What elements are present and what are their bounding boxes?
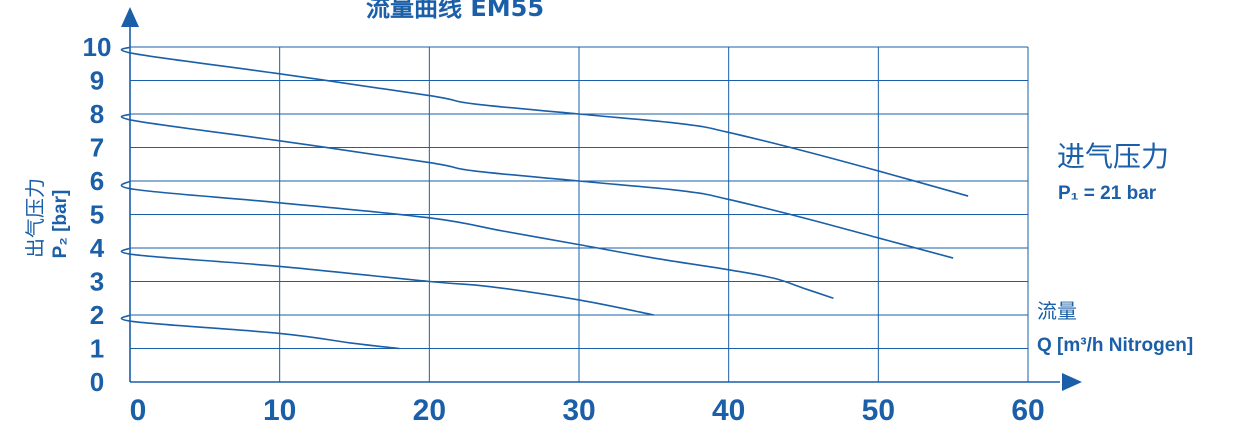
x-axis-label-cn: 流量 [1037, 299, 1077, 323]
y-tick-label: 8 [90, 99, 104, 129]
series-line-1 [120, 46, 969, 197]
y-axis-label-group-2: P₂ [bar] [50, 190, 71, 259]
x-tick-label: 20 [413, 394, 446, 427]
x-tick-labels: 0 10 20 30 40 50 60 [130, 394, 1045, 427]
x-axis-label: Q [m³/h Nitrogen] [1037, 335, 1193, 356]
x-tick-label: 10 [263, 394, 296, 427]
x-axis-arrow [1062, 373, 1082, 391]
y-tick-label: 9 [90, 66, 104, 96]
y-tick-label: 0 [90, 367, 104, 397]
y-tick-label: 6 [90, 166, 104, 196]
chart-title: 流量曲线 EM55 [366, 0, 544, 22]
x-tick-label: 50 [862, 394, 895, 427]
y-axis-label: P₂ [bar] [50, 190, 71, 259]
x-tick-label: 60 [1011, 394, 1044, 427]
x-tick-label: 40 [712, 394, 745, 427]
y-axis-arrow [121, 7, 139, 27]
series-line-2 [120, 113, 954, 259]
y-tick-label: 3 [90, 267, 104, 297]
y-tick-label: 5 [90, 200, 104, 230]
x-tick-label: 30 [562, 394, 595, 427]
series-line-4 [120, 247, 654, 316]
axes [121, 7, 1082, 391]
y-axis-label-group: 出气压力 [23, 178, 47, 258]
y-tick-label: 7 [90, 133, 104, 163]
inlet-pressure-label: P₁ = 21 bar [1058, 183, 1157, 204]
y-tick-label: 4 [90, 233, 105, 263]
y-tick-label: 10 [83, 32, 112, 62]
series [120, 46, 969, 350]
series-line-5 [120, 314, 400, 350]
y-tick-label: 1 [90, 334, 104, 364]
y-tick-labels: 01 23 45 67 89 10 [83, 32, 112, 397]
y-tick-label: 2 [90, 300, 104, 330]
series-line-3 [120, 180, 834, 300]
x-tick-label: 0 [130, 394, 147, 427]
y-axis-label-cn: 出气压力 [23, 178, 47, 258]
inlet-pressure-label-cn: 进气压力 [1057, 140, 1169, 173]
